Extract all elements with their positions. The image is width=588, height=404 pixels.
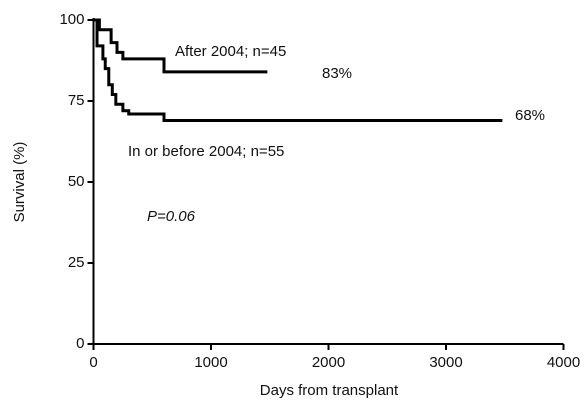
survival-line: [93, 18, 503, 122]
x-axis-label: Days from transplant: [260, 382, 399, 399]
x-tick-label: 3000: [429, 354, 462, 371]
x-tick-label: 0: [89, 354, 97, 371]
x-tick-label: 1000: [194, 354, 227, 371]
annotation: P=0.06: [147, 208, 196, 225]
legend-label: In or before 2004; n=55: [128, 143, 284, 160]
x-tick-label: 2000: [312, 354, 345, 371]
y-axis-label: Survival (%): [11, 142, 28, 223]
y-tick-label: 0: [76, 335, 84, 352]
y-tick-label: 25: [68, 254, 85, 271]
survival-line: [93, 18, 268, 74]
annotation: 68%: [515, 107, 545, 124]
y-tick-label: 100: [59, 11, 84, 28]
y-tick-label: 50: [68, 173, 85, 190]
x-tick-label: 4000: [547, 354, 580, 371]
y-tick-label: 75: [68, 92, 85, 109]
legend-label: After 2004; n=45: [175, 43, 286, 60]
annotation: 83%: [322, 65, 352, 82]
